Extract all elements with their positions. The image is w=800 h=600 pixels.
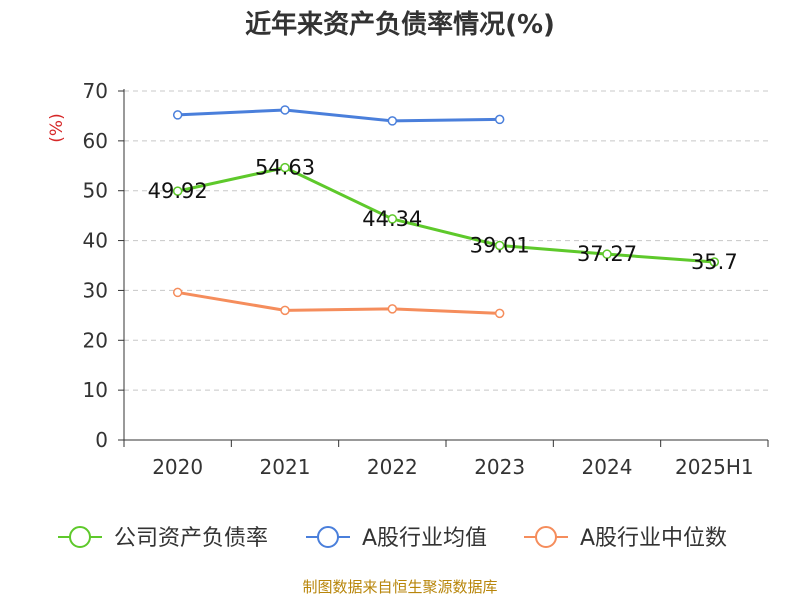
series-line	[177, 290, 500, 315]
y-axis-label: (%)	[47, 113, 67, 142]
legend-marker	[535, 526, 557, 548]
data-point	[172, 186, 183, 196]
data-point	[494, 240, 505, 251]
data-point	[172, 287, 183, 298]
x-tick-label: 2024	[582, 455, 633, 479]
data-point	[280, 105, 290, 115]
data-point	[280, 305, 290, 316]
data-label: 35.7	[691, 250, 738, 274]
y-tick-label: 60	[83, 129, 108, 153]
data-point	[602, 249, 612, 259]
x-tick-label: 2023	[474, 455, 525, 479]
data-point	[494, 308, 505, 319]
legend-marker	[317, 526, 339, 548]
data-label: 39.01	[470, 234, 530, 258]
series-line	[177, 108, 500, 123]
data-label: 37.27	[577, 242, 637, 266]
legend-marker	[69, 526, 91, 548]
chart-title: 近年来资产负债率情况(%)	[245, 10, 555, 40]
source-note: 制图数据来自恒生聚源数据库	[302, 578, 498, 596]
y-tick-label: 10	[83, 378, 108, 402]
data-point	[172, 110, 183, 120]
data-point	[387, 214, 398, 224]
data-label: 44.34	[362, 207, 422, 231]
y-tick-label: 50	[83, 179, 108, 203]
x-tick-label: 2021	[260, 455, 311, 479]
y-tick-label: 0	[95, 428, 108, 452]
data-label: 49.92	[148, 179, 208, 203]
data-point	[280, 162, 290, 173]
x-tick-label: 2022	[367, 455, 418, 479]
y-tick-label: 40	[83, 229, 108, 253]
legend-label: A股行业中位数	[580, 526, 727, 551]
x-tick-label: 2020	[152, 455, 203, 479]
y-tick-label: 30	[83, 278, 108, 302]
x-tick-label: 2025H1	[675, 455, 754, 479]
legend-label: 公司资产负债率	[114, 526, 268, 551]
data-point	[709, 257, 720, 267]
data-point	[387, 116, 398, 126]
data-label: 54.63	[255, 156, 315, 180]
y-tick-label: 20	[83, 328, 108, 352]
series-line	[177, 166, 715, 264]
data-point	[387, 304, 398, 314]
data-point	[494, 114, 505, 125]
y-tick-label: 70	[83, 79, 108, 103]
legend-label: A股行业均值	[362, 526, 487, 551]
